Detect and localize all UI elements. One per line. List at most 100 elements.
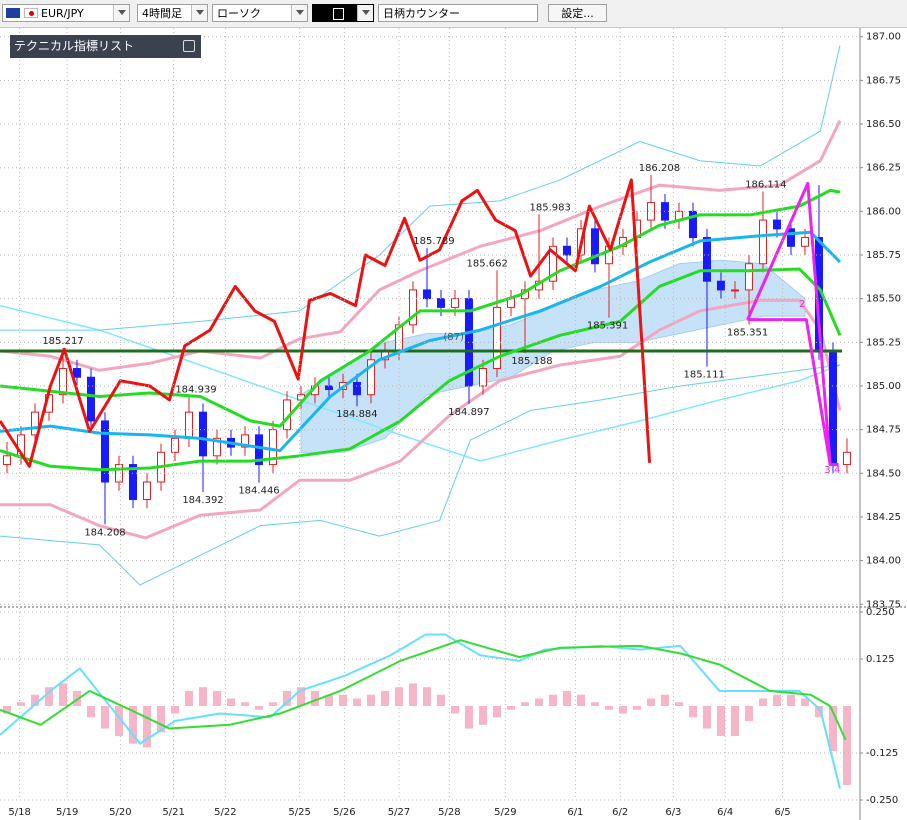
y-tick-label: 183.75 [866,599,901,610]
candle-body [436,298,445,308]
histogram-bar [100,706,109,729]
chart-note: 3 [824,465,830,476]
candle-body [212,437,221,457]
histogram-bar [576,694,585,706]
candle-body [772,219,781,230]
histogram-bar [604,706,613,710]
candle-body [702,237,711,282]
counter-box[interactable]: 日柄カウンター [378,4,538,22]
price-label: 185.983 [530,202,571,213]
histogram-bar [730,706,739,737]
histogram-bar [548,694,557,706]
histogram-bar [758,698,767,706]
histogram-bar [534,698,543,706]
histogram-bar [716,706,725,737]
style-select[interactable] [312,4,374,22]
indicator-list-label: テクニカル指標リスト [14,39,135,53]
histogram-bar [352,698,361,706]
candle-body [408,289,417,326]
eu-flag [6,8,20,18]
y-tick-label: 184.00 [866,556,901,567]
y-tick-label: 185.75 [866,250,901,261]
histogram-bar [30,694,39,706]
symbol-select[interactable]: EUR/JPY [2,4,130,22]
histogram-bar [366,694,375,706]
histogram-bar [702,706,711,729]
settings-button[interactable]: 設定... [548,4,607,22]
histogram-bar [86,706,95,718]
histogram-bar [506,706,515,710]
y-tick-label: 184.25 [866,512,901,523]
candle-body [254,434,263,466]
histogram-bar [450,706,459,714]
price-label: 186.208 [639,163,680,174]
x-tick-label: 6/3 [665,807,681,818]
price-label: 185.111 [684,370,725,381]
price-label: 185.217 [42,336,83,347]
histogram-bar [786,694,795,706]
candle-body [72,368,81,378]
histogram-bar [562,690,571,706]
histogram-bar [408,683,417,706]
candle-body [58,368,67,396]
toolbar: EUR/JPY 4時間足 ローソク 日柄カウンター 設定... [0,0,907,28]
histogram-bar [520,702,529,706]
histogram-bar [772,694,781,706]
histogram-bar [142,706,151,748]
histogram-bar [170,706,179,714]
candle-body [758,219,767,265]
y-tick-label: 185.25 [866,337,901,348]
candle-body [30,411,39,436]
histogram-bar [338,694,347,706]
x-tick-label: 5/21 [162,807,184,818]
histogram-bar [394,687,403,706]
candle-body [352,381,361,396]
histogram-bar [632,706,641,710]
indicator-line [0,45,841,331]
candle-body [86,376,95,422]
candle-body [646,202,655,221]
histogram-bar [688,706,697,718]
indicator-list[interactable]: テクニカル指標リスト [10,35,201,58]
price-label: 184.897 [448,407,489,418]
y-tick-label: -0.250 [866,795,898,806]
histogram-bar [16,702,25,706]
settings: 設定... [561,7,594,20]
candle-body [170,437,179,453]
histogram-bar [464,706,473,729]
indicator-line [0,304,841,462]
candle-body [198,411,207,457]
histogram-bar [660,694,669,706]
price-label: 185.351 [727,328,768,339]
candle-body [422,289,431,300]
histogram-bar [2,706,11,714]
price-label: 185.662 [467,258,508,269]
indicator-line [0,364,841,586]
histogram-bar [268,702,277,706]
indicator-line [0,178,652,468]
indicator-line [0,639,847,741]
candle-body [716,280,725,291]
histogram-bar [184,690,193,706]
price-label: 185.188 [511,356,552,367]
histogram-bar [310,690,319,706]
y-tick-label: 184.75 [866,425,901,436]
candle-body [324,385,333,390]
candle-body [2,455,11,466]
plot-area [0,633,851,789]
chart-note: 4 [834,465,840,476]
chart-type-select[interactable]: ローソク [212,4,308,22]
histogram-bar [744,706,753,722]
indicator-line [747,318,832,465]
histogram-bar [422,687,431,706]
y-tick-label: 186.00 [866,206,901,217]
price-label: 184.884 [336,409,377,420]
x-tick-label: 6/1 [567,807,583,818]
y-tick-label: 186.75 [866,75,901,86]
x-tick-label: 5/26 [333,807,355,818]
chart-note: 2 [799,299,805,310]
histogram-bar [436,694,445,706]
timeframe-select[interactable]: 4時間足 [137,4,208,22]
